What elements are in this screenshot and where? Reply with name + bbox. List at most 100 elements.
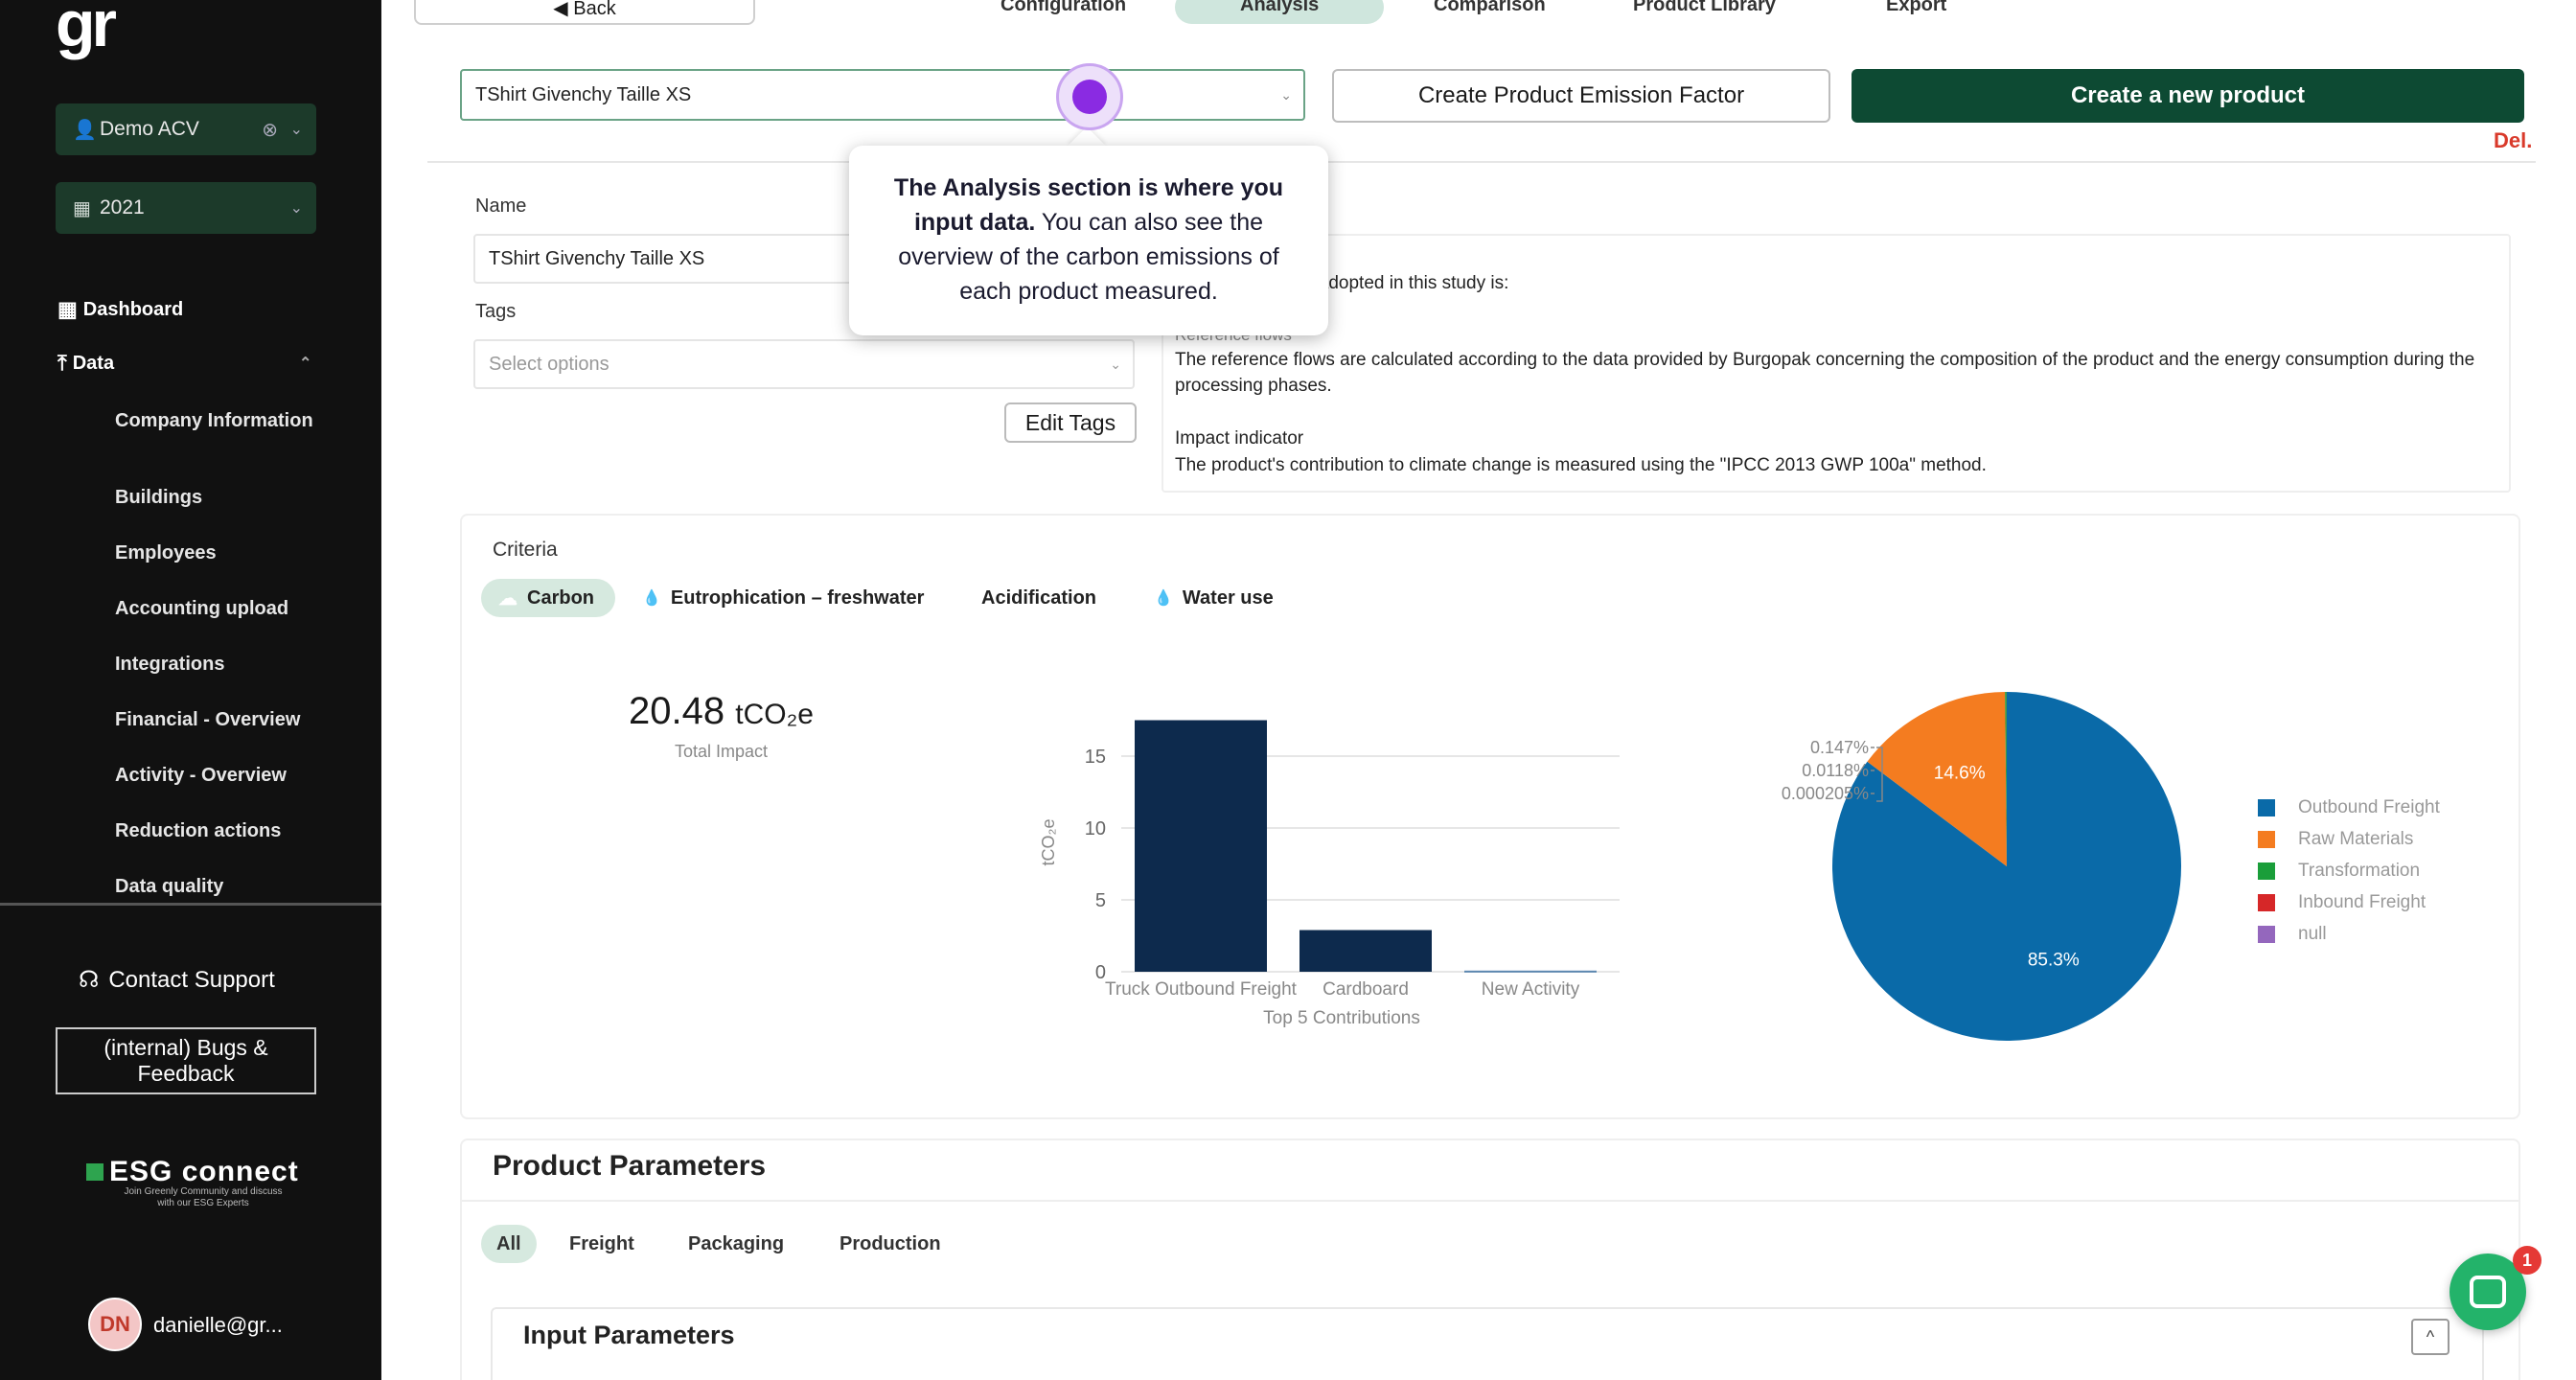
bar[interactable]: [1300, 930, 1432, 973]
desc-heading-flows: Reference flows: [1175, 322, 2497, 348]
tab-export[interactable]: Export: [1886, 0, 1947, 15]
bugs-feedback-button[interactable]: (internal) Bugs & Feedback: [56, 1027, 316, 1094]
sidebar-divider: [0, 903, 381, 906]
legend-swatch: [2258, 798, 2275, 816]
back-label: Back: [573, 0, 616, 19]
y-tick-label: 5: [1095, 890, 1106, 911]
tab-analysis[interactable]: Analysis: [1175, 0, 1385, 24]
legend-item[interactable]: Outbound Freight: [2258, 792, 2440, 823]
grid-icon: ▦: [58, 297, 78, 321]
nav-employees[interactable]: Employees: [115, 542, 217, 564]
name-label: Name: [475, 196, 527, 217]
hotspot-dot[interactable]: [1072, 80, 1107, 114]
legend-item[interactable]: Inbound Freight: [2258, 886, 2440, 918]
create-emission-factor-button[interactable]: Create Product Emission Factor: [1332, 69, 1830, 123]
tab-freight[interactable]: Freight: [569, 1232, 634, 1254]
clear-icon[interactable]: ⊗: [262, 119, 278, 141]
chevron-up-icon: ⌃: [299, 356, 312, 372]
legend-item[interactable]: Raw Materials: [2258, 823, 2440, 855]
description-box: [1162, 234, 2511, 493]
tab-comparison[interactable]: Comparison: [1434, 0, 1546, 15]
leader-line: [1876, 747, 1883, 802]
product-select-value: TShirt Givenchy Taille XS: [475, 83, 692, 105]
y-tick-label: 0: [1095, 962, 1106, 983]
nav-integrations[interactable]: Integrations: [115, 654, 225, 675]
legend-item[interactable]: Transformation: [2258, 855, 2440, 886]
nav-buildings[interactable]: Buildings: [115, 487, 203, 508]
nav-accounting-upload[interactable]: Accounting upload: [115, 598, 289, 619]
tab-water-use[interactable]: 💧 Water use: [1154, 579, 1274, 617]
tab-all[interactable]: All: [481, 1225, 537, 1263]
tab-eutrophication[interactable]: 💧 Eutrophication – freshwater: [642, 579, 924, 617]
esg-connect-label: ESG connect: [109, 1156, 299, 1187]
delete-button[interactable]: Del.: [2494, 128, 2533, 152]
tab-product-library[interactable]: Product Library: [1633, 0, 1776, 15]
x-tick-label: New Activity: [1482, 979, 1580, 1000]
tab-water-use-label: Water use: [1182, 586, 1274, 609]
tab-configuration[interactable]: Configuration: [1000, 0, 1127, 15]
tab-packaging[interactable]: Packaging: [688, 1232, 785, 1254]
legend-swatch: [2258, 893, 2275, 911]
criteria-panel: [460, 514, 2520, 1119]
edit-tags-button[interactable]: Edit Tags: [1004, 402, 1137, 443]
avatar[interactable]: DN: [88, 1298, 142, 1351]
bar[interactable]: [1464, 970, 1597, 973]
bar-chart: 0 5 10 15 tCO₂e Truck Outbound Freight Cardboa…: [1039, 720, 1620, 1028]
organization-select[interactable]: 👤 Demo ACV ⊗ ⌄: [56, 104, 316, 155]
headset-icon: ☊: [79, 967, 100, 993]
legend-label: null: [2298, 923, 2327, 944]
nav-financial-overview[interactable]: Financial - Overview: [115, 709, 301, 730]
legend-swatch: [2258, 830, 2275, 848]
tab-production[interactable]: Production: [840, 1232, 941, 1254]
user-icon: 👤: [73, 119, 97, 141]
pie-slice[interactable]: [1867, 692, 2007, 866]
chat-bubble-icon: [2470, 1276, 2506, 1308]
esg-connect-logo[interactable]: ESG connect: [86, 1156, 299, 1188]
pie-chart: 85.3% 14.6% 0.147% 0.0118% 0.000205%: [1782, 692, 2181, 1041]
total-impact-value: 20.48 tCO₂e: [629, 690, 814, 733]
collapse-toggle-button[interactable]: ^: [2411, 1319, 2450, 1355]
legend-item[interactable]: null: [2258, 918, 2440, 950]
nav-reduction-actions[interactable]: Reduction actions: [115, 820, 282, 841]
contact-support-link[interactable]: ☊ Contact Support: [79, 966, 275, 994]
legend-swatch: [2258, 862, 2275, 880]
user-email[interactable]: danielle@gr...: [153, 1313, 283, 1337]
pie-slice-label: 0.0118%: [1802, 761, 1869, 780]
chevron-down-icon: ⌄: [1110, 356, 1121, 372]
desc-functional-unit: …it adopted in this study is:: [1286, 273, 1509, 293]
nav-data[interactable]: ⤒ Data ⌃: [58, 351, 311, 376]
impact-number: 20.48: [629, 690, 725, 732]
nav-data-quality[interactable]: Data quality: [115, 876, 224, 897]
pie-slice-label: 85.3%: [2028, 951, 2080, 971]
nav-company-information[interactable]: Company Information: [115, 410, 313, 431]
create-new-product-button[interactable]: Create a new product: [1852, 69, 2524, 123]
product-select[interactable]: TShirt Givenchy Taille XS ⌄: [460, 69, 1305, 121]
tags-placeholder: Select options: [489, 353, 610, 375]
greenly-logo[interactable]: gr: [56, 0, 117, 60]
desc-flows: The reference flows are calculated accor…: [1175, 350, 2475, 396]
product-parameters-title: Product Parameters: [493, 1150, 767, 1182]
x-tick-label: Cardboard: [1322, 979, 1409, 1000]
calendar-icon: ▦: [73, 197, 91, 219]
nav-dashboard[interactable]: ▦ Dashboard: [58, 297, 183, 322]
chevron-down-icon: ⌄: [289, 122, 303, 138]
legend-label: Outbound Freight: [2298, 796, 2440, 817]
tab-carbon-label: Carbon: [527, 586, 594, 609]
year-select[interactable]: ▦ 2021 ⌄: [56, 182, 316, 234]
tags-select[interactable]: Select options ⌄: [473, 339, 1135, 389]
bar[interactable]: [1135, 720, 1267, 973]
tab-acidification[interactable]: Acidification: [981, 586, 1097, 609]
back-button[interactable]: ◀ Back: [414, 0, 755, 25]
chevron-down-icon: ⌄: [289, 200, 303, 217]
organization-value: Demo ACV: [100, 118, 199, 140]
desc-heading-impact: Impact indicator: [1175, 428, 1304, 448]
x-axis-label: Top 5 Contributions: [1263, 1008, 1420, 1028]
criteria-title: Criteria: [493, 539, 558, 561]
tooltip-text: You can also see the overview of the car…: [898, 209, 1279, 305]
nav-activity-overview[interactable]: Activity - Overview: [115, 765, 287, 786]
tab-carbon[interactable]: ☁ Carbon: [481, 579, 615, 617]
year-value: 2021: [100, 196, 145, 218]
nav-dashboard-label: Dashboard: [82, 298, 184, 320]
legend-label: Raw Materials: [2298, 828, 2414, 849]
upload-icon: ⤒: [58, 351, 67, 375]
